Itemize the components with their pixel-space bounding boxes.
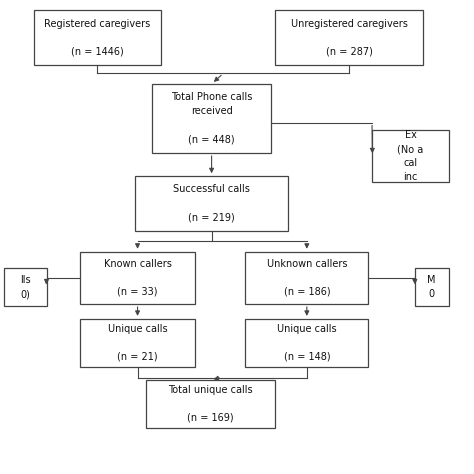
- FancyBboxPatch shape: [81, 252, 195, 304]
- Text: lls
0): lls 0): [20, 275, 31, 300]
- FancyBboxPatch shape: [34, 10, 161, 65]
- Text: Registered caregivers

(n = 1446): Registered caregivers (n = 1446): [44, 19, 150, 57]
- Text: Unknown callers

(n = 186): Unknown callers (n = 186): [266, 259, 347, 297]
- FancyBboxPatch shape: [4, 268, 46, 306]
- Text: Ex
(No a
cal
inc: Ex (No a cal inc: [397, 130, 424, 182]
- FancyBboxPatch shape: [152, 84, 271, 153]
- FancyBboxPatch shape: [246, 319, 368, 367]
- Text: Total unique calls

(n = 169): Total unique calls (n = 169): [168, 385, 253, 423]
- Text: Successful calls

(n = 219): Successful calls (n = 219): [173, 184, 250, 222]
- FancyBboxPatch shape: [415, 268, 448, 306]
- Text: M
0: M 0: [428, 275, 436, 300]
- Text: Unique calls

(n = 148): Unique calls (n = 148): [277, 324, 337, 362]
- Text: Unique calls

(n = 21): Unique calls (n = 21): [108, 324, 167, 362]
- FancyBboxPatch shape: [275, 10, 423, 65]
- FancyBboxPatch shape: [146, 380, 275, 428]
- Text: Unregistered caregivers

(n = 287): Unregistered caregivers (n = 287): [291, 19, 408, 57]
- Text: Known callers

(n = 33): Known callers (n = 33): [104, 259, 172, 297]
- FancyBboxPatch shape: [373, 130, 448, 182]
- Text: Total Phone calls
received

(n = 448): Total Phone calls received (n = 448): [171, 92, 252, 145]
- FancyBboxPatch shape: [246, 252, 368, 304]
- FancyBboxPatch shape: [81, 319, 195, 367]
- FancyBboxPatch shape: [136, 176, 288, 231]
